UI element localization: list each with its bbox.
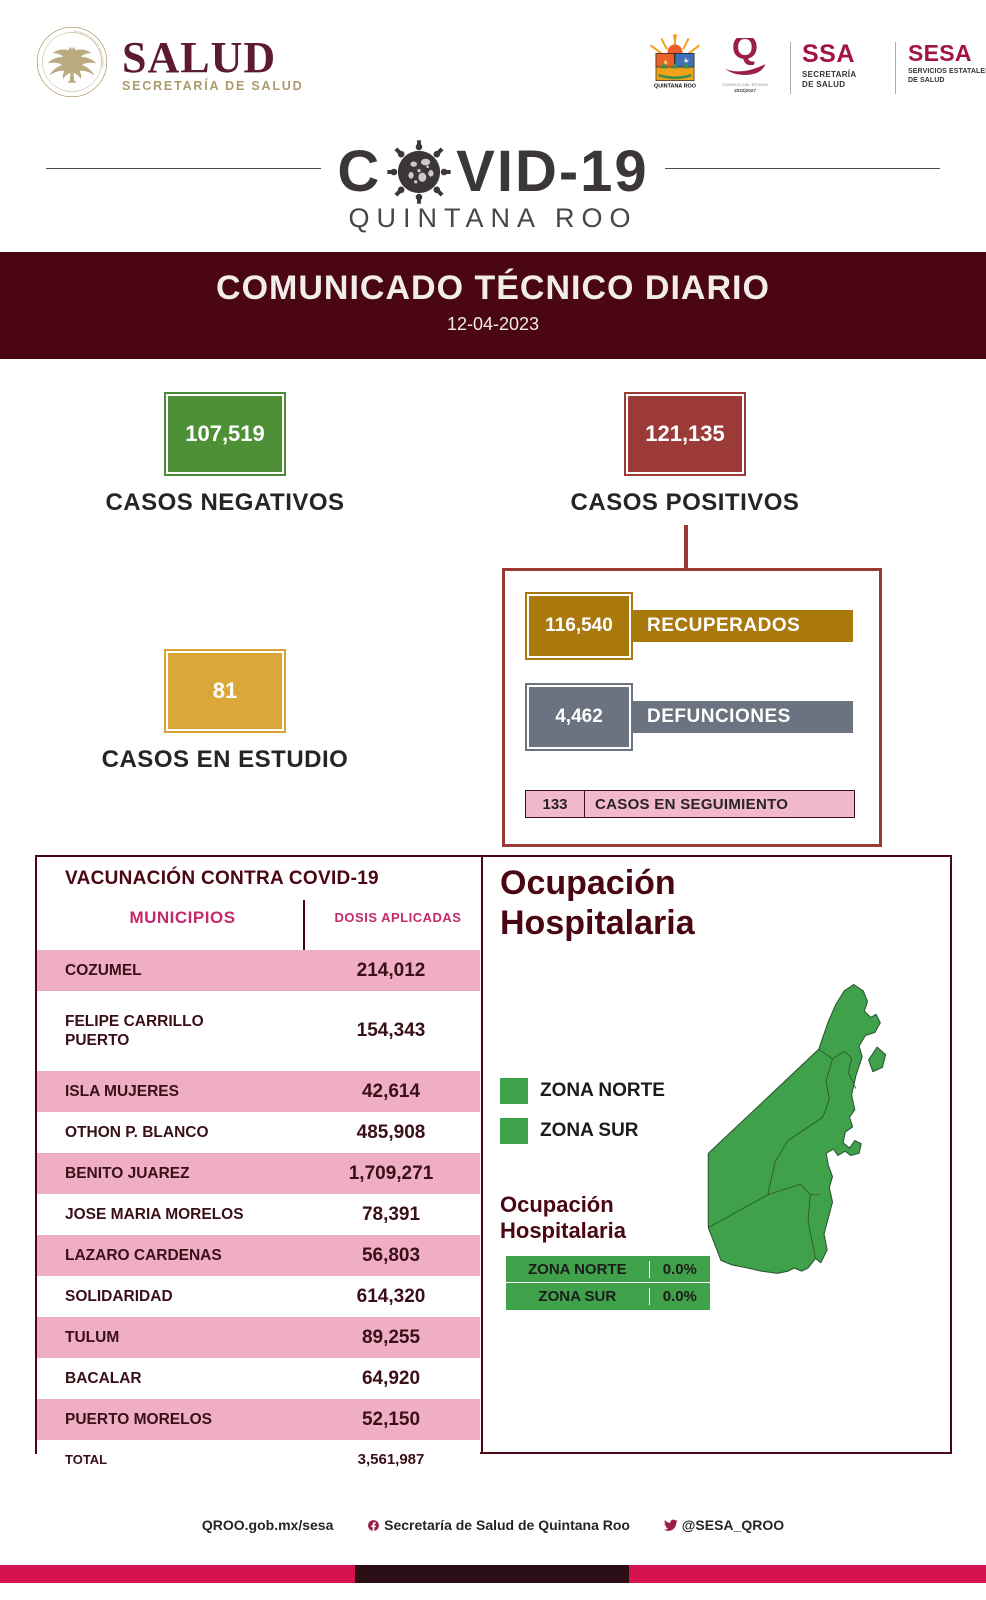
svg-text:2022|2027: 2022|2027 — [734, 88, 756, 93]
svg-text:QUINTANA ROO: QUINTANA ROO — [654, 83, 696, 89]
svg-text:CONSEJO DEL ESTADO: CONSEJO DEL ESTADO — [722, 82, 768, 87]
svg-text:Q: Q — [732, 38, 758, 66]
